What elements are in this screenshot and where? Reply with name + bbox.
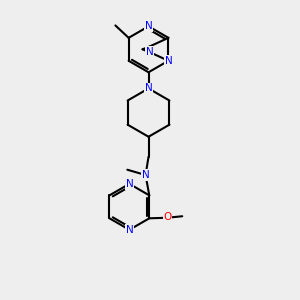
Text: N: N — [146, 47, 154, 57]
Text: N: N — [145, 21, 152, 31]
Text: N: N — [125, 179, 133, 189]
Text: O: O — [164, 212, 172, 222]
Text: N: N — [145, 83, 152, 94]
Text: N: N — [125, 225, 133, 235]
Text: N: N — [165, 56, 173, 66]
Text: N: N — [142, 170, 149, 180]
